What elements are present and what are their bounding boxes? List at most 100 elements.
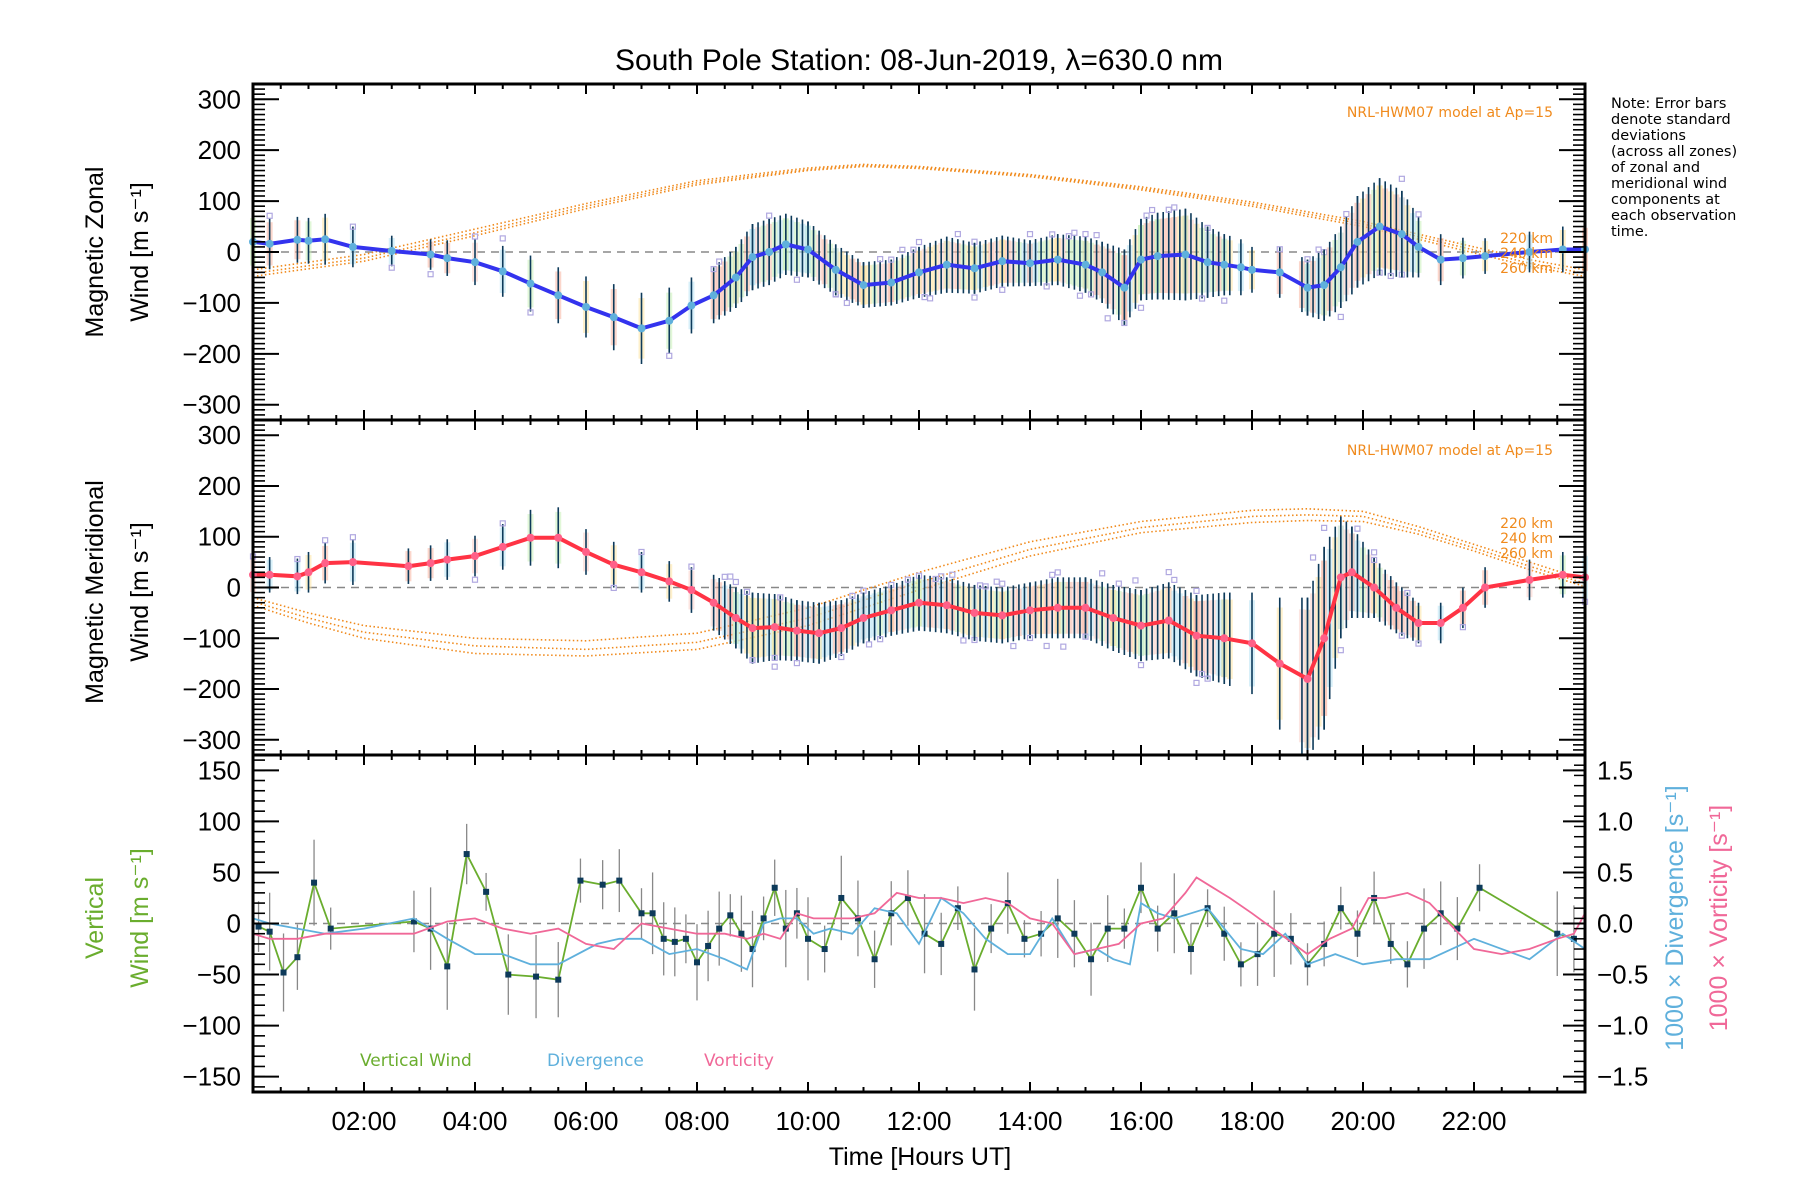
zone-sample-marker (1054, 569, 1061, 576)
left-tick-label: −300 (182, 390, 241, 420)
data-point-meridional (665, 577, 674, 586)
note-line: deviations (1611, 128, 1686, 144)
data-point-meridional (1436, 619, 1445, 628)
vertical-wind-point (1570, 935, 1577, 942)
data-point-meridional (1248, 639, 1256, 648)
data-point-zonal (781, 240, 790, 249)
zone-sample-marker (1082, 230, 1089, 238)
x-tick-label: 06:00 (553, 1106, 618, 1136)
vertical-wind-point (1337, 905, 1344, 912)
zone-sample-marker (1115, 580, 1122, 587)
x-tick-label: 02:00 (331, 1106, 396, 1136)
zone-sample-marker (1043, 642, 1050, 650)
vertical-wind-point (971, 966, 978, 973)
note-line: meridional wind (1611, 176, 1727, 192)
zone-sample-marker (1010, 642, 1017, 650)
data-point-zonal (1275, 268, 1284, 277)
zone-sample-marker (499, 235, 506, 242)
vertical-wind-point (854, 915, 861, 922)
vertical-wind-point (1404, 961, 1411, 968)
left-tick-label: 100 (198, 186, 241, 216)
zone-sample-marker (865, 641, 873, 648)
data-point-zonal (1236, 263, 1245, 272)
left-tick-label: 0 (227, 573, 241, 603)
panel-zonal: 300 200 100 0 −100 −200 −300 (182, 82, 1589, 422)
vertical-wind-point (1121, 925, 1128, 932)
zone-sample-marker (610, 584, 617, 592)
left-tick-label: −300 (182, 725, 241, 755)
zone-sample-marker (1071, 229, 1078, 236)
zone-sample-marker (1060, 643, 1067, 650)
zone-sample-marker (743, 588, 751, 595)
vertical-wind-point (483, 888, 490, 895)
data-point-meridional (1303, 674, 1312, 683)
chart-title: South Pole Station: 08-Jun-2019, λ=630.0… (615, 44, 1223, 77)
vertical-wind-point (266, 928, 273, 935)
vertical-wind-point (871, 956, 878, 963)
left-tick-label: −200 (182, 674, 241, 704)
data-point-zonal (265, 239, 274, 248)
vertical-wind-point (1054, 915, 1061, 922)
zone-sample-marker (1387, 272, 1394, 280)
vertical-wind-point (716, 925, 723, 932)
zonal-model-alt-220: 220 km (1500, 231, 1553, 247)
vertical-wind-point (1138, 884, 1144, 891)
left-tick-label: 0 (227, 237, 241, 267)
data-point-zonal (387, 246, 396, 255)
zone-sample-marker (949, 571, 956, 578)
zone-sample-marker (793, 276, 801, 283)
zone-sample-marker (1198, 670, 1206, 678)
meridional-model-alt-260: 260 km (1500, 546, 1553, 562)
data-point-zonal (804, 245, 812, 254)
meridional-model-alt-240: 240 km (1500, 531, 1553, 547)
data-point-zonal (293, 235, 302, 244)
data-point-zonal (1303, 283, 1312, 292)
note-line: denote standard (1611, 112, 1731, 128)
data-point-zonal (765, 248, 774, 256)
data-point-meridional (837, 624, 846, 633)
x-tick-label: 14:00 (997, 1106, 1062, 1136)
data-point-zonal (970, 264, 979, 273)
vertical-wind-point (1038, 930, 1045, 937)
data-point-meridional (915, 598, 923, 607)
vertical-wind-point (1454, 925, 1461, 932)
vertical-wind-point (444, 963, 451, 970)
vorticity-ylabel: 1000 × Vorticity [s⁻¹] (1705, 805, 1733, 1032)
data-point-meridional (1414, 619, 1423, 628)
zone-sample-marker (1309, 554, 1317, 561)
data-point-meridional (998, 611, 1007, 620)
vertical-wind-point (738, 930, 745, 937)
left-tick-label: −100 (182, 1011, 241, 1041)
data-point-meridional (859, 613, 868, 622)
left-tick-label: 300 (198, 84, 241, 114)
zone-sample-marker (1315, 246, 1322, 253)
zone-sample-marker (999, 580, 1006, 587)
zone-sample-marker (1415, 211, 1422, 218)
zone-sample-marker (1171, 576, 1178, 584)
zonal-model-alt-260: 260 km (1500, 261, 1553, 277)
zone-sample-marker (771, 654, 778, 661)
data-point-zonal (748, 253, 757, 262)
vertical-wind-point (694, 959, 700, 966)
vertical-wind-point (255, 923, 262, 930)
zone-sample-marker (999, 286, 1006, 293)
zone-sample-marker (732, 578, 739, 586)
x-axis-title: Time [Hours UT] (829, 1143, 1011, 1171)
zone-sample-marker (1221, 297, 1228, 304)
data-point-zonal (1248, 265, 1256, 274)
data-point-meridional (1192, 631, 1201, 640)
zone-sample-marker (749, 657, 756, 664)
data-point-zonal (498, 267, 507, 276)
zone-sample-marker (1354, 525, 1361, 532)
data-point-zonal (348, 242, 357, 251)
zone-sample-marker (1143, 212, 1150, 219)
data-point-meridional (404, 562, 413, 571)
zone-sample-marker (471, 233, 479, 240)
left-tick-label: 200 (198, 135, 241, 165)
vertical-ylabel-line1: Vertical (81, 877, 109, 959)
vertical-wind-point (616, 877, 623, 884)
data-point-zonal (1026, 259, 1034, 268)
zonal-ylabel-line1: Magnetic Zonal (81, 167, 109, 338)
zone-sample-marker (349, 534, 356, 541)
zone-sample-marker (910, 246, 917, 253)
